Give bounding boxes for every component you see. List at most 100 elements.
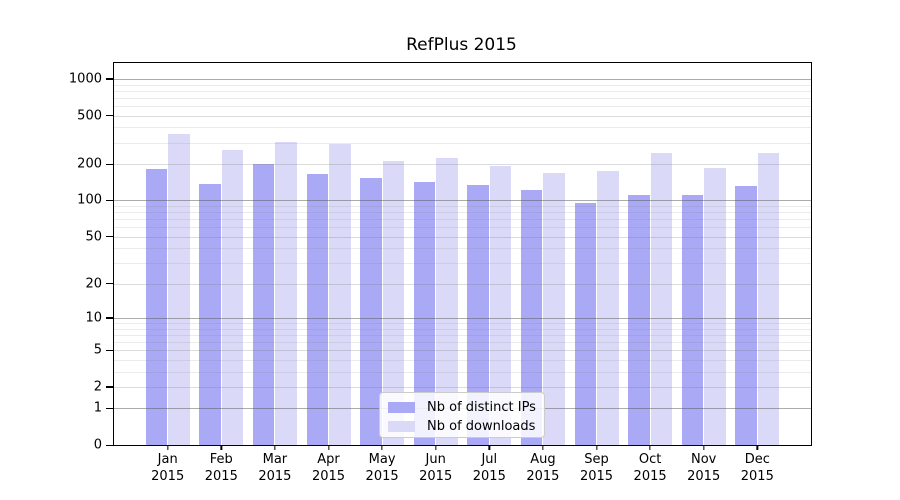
bar-downloads-oct [650,153,673,445]
plot-area: 0 1 2 5 10 20 50 100 200 500 1000 Jan 2015 Feb 2015 Mar… [69,62,812,484]
x-tick-apr [327,445,330,450]
legend-item-distinct-ips: Nb of distinct IPs [388,398,536,417]
gridline-500 [114,115,811,117]
bar-distinct-ips-mar [252,164,275,445]
y-tick-label-50: 50 [85,229,102,245]
gridline-50 [114,236,811,238]
y-tick-label-100: 100 [77,192,102,208]
y-tick-label-20: 20 [85,276,102,292]
gridline-5 [114,350,811,352]
bar-downloads-apr [329,144,351,445]
x-tick-label-feb: Feb 2015 [204,452,238,484]
bar-distinct-ips-jul [467,185,489,445]
bar-distinct-ips-aug [520,190,543,445]
x-tick-label-jul: Jul 2015 [472,452,506,484]
bar-downloads-jun [436,157,458,445]
bar-downloads-jul [489,166,512,445]
x-tick-nov [703,445,705,450]
y-tick-0 [105,444,113,446]
bar-downloads-may [382,160,405,445]
bar-distinct-ips-sep [574,202,596,445]
legend-label-downloads: Nb of downloads [427,419,536,434]
x-tick-jan [167,445,169,450]
bars-layer [114,63,811,445]
y-tick-label-10: 10 [85,310,102,326]
bar-downloads-mar [275,142,297,445]
x-tick-label-oct: Oct 2015 [633,452,667,484]
legend: Nb of distinct IPs Nb of downloads [379,392,545,438]
gridline-80 [114,212,811,214]
gridline-30 [114,263,811,265]
y-tick-label-200: 200 [77,156,102,172]
axis-ticks-layer: 0 1 2 5 10 20 50 100 200 500 1000 Jan 2015 Feb 2015 Mar… [69,63,811,484]
x-tick-label-dec: Dec 2015 [740,452,774,484]
bar-distinct-ips-dec [735,185,757,445]
grid-layer [114,63,811,445]
x-tick-oct [649,445,651,450]
x-tick-label-mar: Mar 2015 [258,452,292,484]
x-tick-jun [435,445,437,450]
gridline-4 [114,359,811,361]
y-tick-10 [105,317,113,319]
bar-distinct-ips-apr [306,173,328,445]
x-tick-label-sep: Sep 2015 [579,452,614,484]
bar-downloads-jan [168,134,190,445]
x-tick-label-nov: Nov 2015 [687,452,721,484]
gridline-3 [114,371,811,373]
x-tick-label-aug: Aug 2015 [526,452,560,484]
gridline-9 [114,323,811,324]
gridline-60 [114,227,811,229]
y-tick-2 [105,386,113,388]
gridline-20 [114,283,811,285]
gridline-600 [114,105,811,107]
x-tick-may [381,445,383,450]
bar-downloads-dec [757,152,780,445]
gridline-40 [114,248,811,250]
bar-distinct-ips-feb [199,183,221,445]
chart-title: RefPlus 2015 [406,35,517,55]
gridline-2 [114,386,811,388]
bar-distinct-ips-jan [145,168,168,445]
y-tick-label-500: 500 [77,108,102,124]
bar-downloads-feb [221,149,244,445]
y-tick-label-1: 1 [93,400,102,416]
x-tick-label-jan: Jan 2015 [151,452,185,484]
gridline-900 [114,84,811,86]
legend-label-distinct-ips: Nb of distinct IPs [427,400,536,415]
bar-downloads-nov [704,167,726,445]
gridline-700 [114,97,811,99]
y-tick-label-0: 0 [93,437,102,453]
y-tick-1 [105,407,113,410]
x-tick-feb [220,445,222,450]
gridline-6 [114,341,811,343]
legend-swatch-downloads [388,421,415,432]
y-tick-20 [105,283,113,285]
y-tick-500 [105,115,113,117]
gridline-1000 [114,78,811,80]
bar-distinct-ips-oct [628,195,650,445]
gridline-400 [114,127,811,129]
x-tick-jul [488,445,490,450]
bar-distinct-ips-nov [681,194,704,445]
gridline-10 [114,317,811,319]
x-tick-aug [542,445,544,450]
x-tick-label-jun: Jun 2015 [419,452,453,484]
x-tick-mar [274,445,276,450]
bar-downloads-aug [543,172,565,445]
gridline-70 [114,219,811,221]
x-tick-label-apr: Apr 2015 [311,452,346,484]
y-tick-100 [105,199,113,202]
gridline-300 [114,142,811,144]
bar-downloads-sep [597,170,619,445]
legend-swatch-distinct-ips [388,402,415,413]
bar-distinct-ips-may [360,178,382,445]
y-tick-label-1000: 1000 [68,71,102,87]
gridline-90 [114,205,811,207]
gridline-100 [114,200,811,202]
y-tick-label-5: 5 [93,342,102,358]
y-tick-label-2: 2 [93,379,102,395]
y-tick-200 [105,163,113,165]
y-tick-50 [105,236,113,238]
x-tick-dec [756,445,758,450]
